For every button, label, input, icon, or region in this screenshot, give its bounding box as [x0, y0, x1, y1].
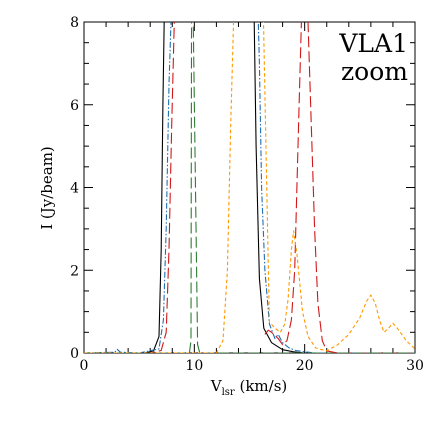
series-line-4 — [84, 22, 415, 353]
ticks-layer — [83, 21, 416, 354]
y-tick-label: 0 — [70, 346, 79, 362]
series-line-3-b — [264, 22, 302, 346]
annotation-vla1: VLA1 — [338, 29, 408, 58]
y-tick-label: 8 — [70, 15, 79, 31]
series-line-3 — [84, 22, 415, 353]
x-tick-label: 10 — [185, 358, 203, 374]
labels-layer: 0 10 20 30 0 2 4 6 8 — [70, 15, 424, 374]
x-tick-label: 0 — [80, 358, 89, 374]
x-axis-label: Vlsr (km/s) — [210, 377, 288, 398]
y-tick-label: 4 — [70, 181, 79, 197]
series-line-1 — [84, 22, 415, 353]
y-tick-label: 2 — [70, 263, 79, 279]
series-line-5 — [84, 22, 415, 353]
y-axis-label: I (Jy/beam) — [38, 146, 56, 230]
series-layer — [84, 22, 415, 353]
x-tick-label: 30 — [406, 358, 424, 374]
y-tick-label: 6 — [70, 98, 79, 114]
x-tick-label: 20 — [296, 358, 314, 374]
annotation-zoom: zoom — [341, 57, 408, 86]
